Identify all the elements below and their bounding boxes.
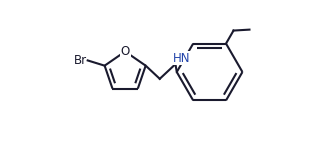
Text: O: O: [120, 45, 130, 58]
Text: Br: Br: [73, 54, 87, 67]
Text: HN: HN: [173, 52, 190, 65]
